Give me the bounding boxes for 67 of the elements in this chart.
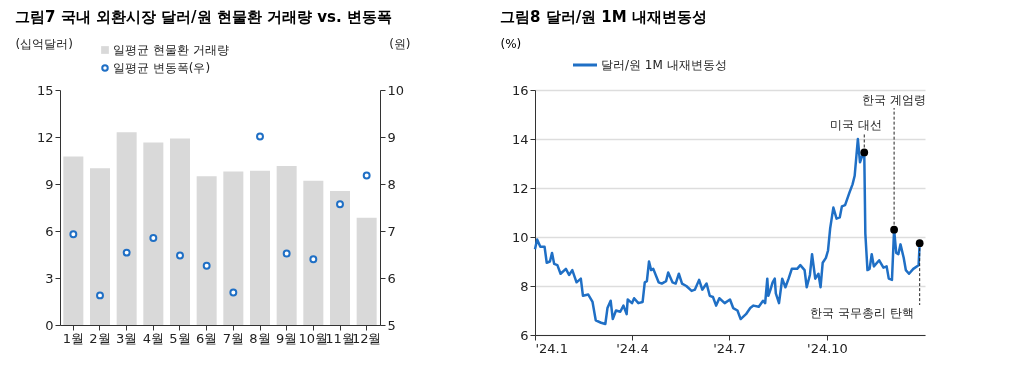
point (309, 255, 318, 264)
x-tick-label: '24.4 (616, 340, 649, 356)
y-tick-label: 10 (511, 229, 529, 245)
y-tick-label: 16 (511, 82, 529, 98)
x-tick-label: '24.1 (535, 340, 569, 356)
bar (356, 217, 377, 325)
bar (223, 171, 244, 325)
y2-tick-label: 6 (387, 270, 396, 286)
point (69, 230, 78, 239)
y-tick-label: 14 (511, 131, 529, 147)
x-tick-label: 6월 (196, 330, 218, 346)
point (176, 251, 184, 260)
point (282, 249, 291, 258)
bar (250, 170, 270, 325)
y-axis-title: (%) (500, 36, 522, 51)
chart-title: 그림7 국내 외환시장 달러/원 현물환 거래량 vs. 변동폭 (15, 8, 392, 26)
x-tick-label: 11월 (325, 330, 355, 346)
y-tick-label: 3 (45, 270, 54, 286)
point (149, 234, 158, 242)
y2-tick-label: 7 (387, 223, 396, 239)
annotation: 한국 계엄령 (862, 93, 927, 107)
y-tick-label: 15 (36, 82, 54, 98)
x-tick-label: 7월 (222, 330, 244, 346)
bar (196, 176, 217, 325)
bar (303, 180, 324, 325)
x-tick-label: '24.10 (807, 340, 848, 356)
x-tick-label: '24.7 (713, 340, 746, 356)
y2-tick-label: 8 (387, 176, 396, 192)
y2-axis-title: (원) (389, 36, 411, 51)
legend-label: 일평균 변동폭(우) (113, 61, 211, 75)
bar (276, 165, 297, 325)
bar (143, 142, 164, 325)
legend-label: 일평균 현물환 거래량 (113, 43, 229, 57)
legend-label: 달러/원 1M 내재변동성 (601, 58, 727, 72)
bar (90, 168, 110, 325)
annotation: 한국 국무총리 탄핵 (810, 306, 914, 320)
y-tick-label: 6 (45, 223, 54, 239)
y2-tick-label: 9 (387, 129, 396, 145)
y-tick-label: 12 (36, 129, 54, 145)
x-tick-label: 3월 (116, 330, 138, 346)
x-tick-label: 1월 (62, 330, 84, 346)
y-tick-label: 0 (45, 317, 54, 333)
y-tick-label: 9 (45, 176, 54, 192)
y-tick-label: 6 (520, 327, 529, 343)
y2-tick-label: 10 (387, 82, 405, 98)
point (256, 132, 264, 141)
annotation: 미국 대선 (830, 118, 883, 132)
point (336, 200, 344, 209)
point (229, 288, 238, 297)
x-tick-label: 8월 (249, 330, 271, 346)
chart-title: 그림8 달러/원 1M 내재변동성 (500, 8, 707, 26)
bar (170, 138, 190, 325)
x-tick-label: 5월 (169, 330, 191, 346)
bar (116, 132, 137, 325)
point (122, 248, 131, 257)
bar (330, 191, 350, 325)
x-tick-label: 4월 (142, 330, 164, 346)
point (202, 261, 211, 270)
y-tick-label: 8 (520, 278, 529, 294)
x-tick-label: 9월 (276, 330, 298, 346)
point (362, 171, 371, 180)
x-tick-label: 2월 (89, 330, 111, 346)
bar (63, 156, 84, 325)
y2-tick-label: 5 (387, 317, 396, 333)
point (96, 291, 104, 300)
y-tick-label: 12 (511, 180, 529, 196)
y-axis-title: (십억달러) (15, 36, 73, 51)
